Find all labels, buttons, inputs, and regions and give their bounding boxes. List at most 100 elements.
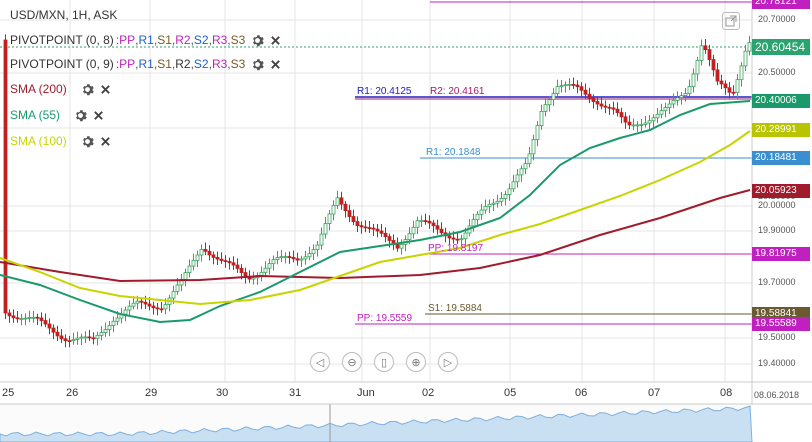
candle-body: [723, 83, 728, 89]
scroll-left-button[interactable]: ◁: [310, 352, 330, 372]
candle-body: [735, 79, 740, 94]
pivot-legend-item: R2: [175, 33, 191, 47]
price-tag: 20.78121: [752, 0, 810, 9]
candle-body: [575, 84, 580, 88]
candle-body: [275, 257, 280, 261]
gear-icon[interactable]: [81, 135, 94, 148]
candle-body: [7, 312, 12, 317]
price-scale-tick: 20.00000: [758, 200, 796, 210]
candle-body: [55, 331, 60, 337]
candle-body: [711, 59, 716, 71]
candle-body: [63, 338, 68, 341]
candle-body: [567, 83, 572, 86]
pivot-legend-item: S3: [230, 57, 246, 71]
pivot-legend-item: S2: [193, 33, 209, 47]
candle-body: [511, 181, 516, 190]
candle-body: [327, 213, 332, 224]
candle-body: [183, 272, 188, 280]
candle-body: [387, 236, 392, 241]
candle-body: [655, 113, 660, 119]
candle-body: [415, 220, 420, 228]
candle-body: [411, 226, 416, 235]
price-tag: 20.40006: [752, 94, 810, 108]
candle-body: [251, 277, 256, 280]
candle-body: [727, 87, 732, 93]
candle-body: [11, 315, 16, 319]
reset-zoom-button[interactable]: ▯: [374, 352, 394, 372]
candle-body: [287, 256, 292, 258]
candle-body: [703, 45, 708, 50]
candle-body: [483, 206, 488, 211]
candle-body: [3, 39, 8, 314]
candle-body: [555, 86, 560, 94]
candle-body: [139, 300, 144, 303]
candle-body: [579, 86, 584, 91]
pivot-level-label: R1: 20.4125: [357, 86, 412, 97]
candle-body: [47, 323, 52, 329]
candlestick-series: [3, 34, 752, 348]
gear-icon[interactable]: [74, 109, 87, 122]
sma-100-line: [0, 130, 751, 306]
candle-body: [355, 221, 360, 227]
candle-body: [439, 228, 444, 234]
zoom-in-icon: ⊕: [411, 356, 421, 369]
date-axis-tick: 25: [2, 387, 15, 399]
candle-body: [203, 249, 208, 252]
date-axis-tick: 07: [648, 387, 661, 399]
pivot-legend-name: PIVOTPOINT (0, 8): [10, 33, 114, 47]
pivot-level-label: S1: 19.5884: [428, 303, 482, 314]
expand-icon[interactable]: [722, 12, 740, 30]
candle-body: [307, 253, 312, 258]
candle-body: [15, 317, 20, 320]
candle-body: [687, 86, 692, 94]
candle-body: [331, 205, 336, 215]
candle-body: [235, 264, 240, 269]
candle-body: [667, 103, 672, 108]
candle-body: [487, 203, 492, 207]
chart-title: USD/MXN, 1H, ASK: [10, 8, 118, 22]
pivot-level-label: R1: 20.1848: [426, 147, 481, 158]
candle-body: [739, 65, 744, 81]
candle-body: [535, 125, 540, 140]
close-icon[interactable]: [93, 110, 104, 121]
close-icon[interactable]: [270, 35, 281, 46]
pivot-legend-sep: :: [115, 57, 120, 71]
pivot-legend-1: PIVOTPOINT (0, 9) : PP, R1, S1, R2, S2, …: [10, 54, 281, 74]
sma-55-line: [0, 100, 751, 324]
gear-icon[interactable]: [251, 58, 265, 71]
sma-legend-name: SMA (200): [10, 82, 67, 96]
price-scale-tick: 19.90000: [758, 225, 796, 235]
price-scale-tick: 20.70000: [758, 14, 796, 24]
pivot-legend-item: R2: [175, 57, 191, 71]
pivot-legend-item: S1: [157, 33, 172, 47]
candle-body: [515, 174, 520, 183]
pivot-legend-item: PP: [119, 57, 136, 71]
candle-body: [95, 334, 100, 339]
candle-body: [491, 202, 496, 205]
candle-body: [559, 85, 564, 88]
candle-body: [359, 225, 364, 228]
candle-body: [83, 336, 88, 339]
candle-body: [375, 228, 380, 232]
candle-body: [419, 220, 424, 222]
candle-body: [731, 91, 736, 94]
close-icon[interactable]: [270, 59, 281, 70]
pivot-legend-name: PIVOTPOINT (0, 9): [10, 57, 114, 71]
candle-body: [343, 203, 348, 211]
candle-body: [107, 325, 112, 330]
close-icon[interactable]: [100, 136, 111, 147]
candle-body: [291, 257, 296, 260]
zoom-out-button[interactable]: ⊖: [342, 352, 362, 372]
gear-icon[interactable]: [81, 83, 94, 96]
pivot-legend-item: R3: [211, 57, 228, 71]
close-icon[interactable]: [100, 84, 111, 95]
zoom-in-button[interactable]: ⊕: [406, 352, 426, 372]
pivot-legend-item: PP: [119, 33, 136, 47]
scroll-right-button[interactable]: ▷: [438, 352, 458, 372]
candle-body: [131, 302, 136, 307]
candle-body: [295, 258, 300, 261]
candle-body: [195, 254, 200, 261]
price-scale-tick: 20.50000: [758, 67, 796, 77]
gear-icon[interactable]: [251, 34, 265, 47]
